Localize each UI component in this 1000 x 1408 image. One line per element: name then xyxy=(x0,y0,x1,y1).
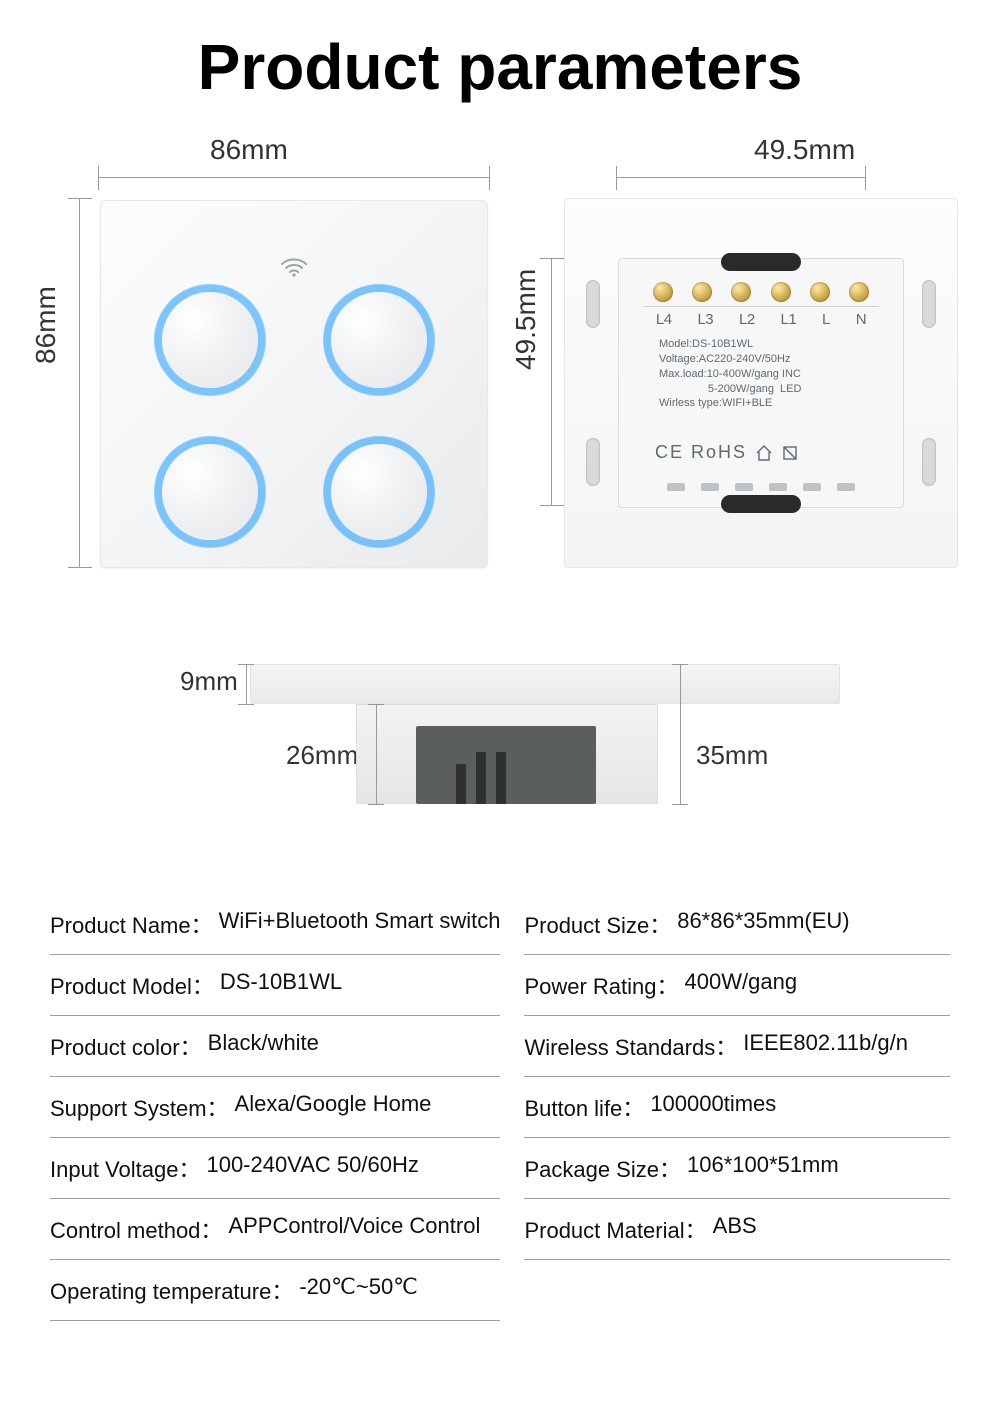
spec-key: Button life xyxy=(524,1091,644,1123)
spec-key: Product Size xyxy=(524,908,671,940)
spec-row: Wireless StandardsIEEE802.11b/g/n xyxy=(524,1016,950,1077)
spec-row: Product MaterialABS xyxy=(524,1199,950,1260)
side-top-plate xyxy=(250,664,840,704)
module-spec-text: Model:DS-10B1WL Voltage:AC220-240V/50Hz … xyxy=(659,337,801,411)
spec-key: Package Size xyxy=(524,1152,681,1184)
side-dim-26: 26mm xyxy=(286,740,358,771)
spec-key: Input Voltage xyxy=(50,1152,200,1184)
spec-key: Product Material xyxy=(524,1213,706,1245)
page-title: Product parameters xyxy=(0,0,1000,104)
spec-row: Button life100000times xyxy=(524,1077,950,1138)
back-view: 49.5mm 49.5mm L4L3 L2L1 xyxy=(510,134,970,574)
spec-value: Alexa/Google Home xyxy=(235,1091,432,1123)
terminal-labels: L4L3 L2L1 LN xyxy=(643,311,879,328)
spec-value: WiFi+Bluetooth Smart switch xyxy=(219,908,501,940)
spec-value: -20℃~50℃ xyxy=(299,1274,418,1306)
touch-button xyxy=(331,292,427,388)
spec-key: Product Name xyxy=(50,908,213,940)
spec-row: Input Voltage100-240VAC 50/60Hz xyxy=(50,1138,500,1199)
spec-row: Support SystemAlexa/Google Home xyxy=(50,1077,500,1138)
spec-key: Control method xyxy=(50,1213,222,1245)
spec-value: APPControl/Voice Control xyxy=(228,1213,480,1245)
spec-key: Wireless Standards xyxy=(524,1030,737,1062)
spec-row: Product Size86*86*35mm(EU) xyxy=(524,894,950,955)
back-height-label: 49.5mm xyxy=(510,269,542,370)
side-inner xyxy=(416,726,596,804)
mount-slot xyxy=(586,438,600,486)
spec-value: IEEE802.11b/g/n xyxy=(743,1030,908,1062)
back-width-dim xyxy=(616,172,866,184)
mount-slot xyxy=(922,280,936,328)
wifi-icon xyxy=(280,256,308,278)
spec-key: Product Model xyxy=(50,969,214,1001)
mount-slot xyxy=(922,438,936,486)
spec-value: 100000times xyxy=(650,1091,776,1123)
spec-row: Product NameWiFi+Bluetooth Smart switch xyxy=(50,894,500,955)
side-dim-35: 35mm xyxy=(696,740,768,771)
spec-row: Control methodAPPControl/Voice Control xyxy=(50,1199,500,1260)
bridge-row xyxy=(667,483,855,495)
mount-slot xyxy=(586,280,600,328)
side-dim-9: 9mm xyxy=(180,666,238,697)
spec-key: Product color xyxy=(50,1030,202,1062)
recycle-icon xyxy=(781,444,799,462)
side-view: 9mm 26mm 35mm xyxy=(120,654,880,834)
spec-key: Power Rating xyxy=(524,969,678,1001)
spec-key: Support System xyxy=(50,1091,229,1123)
spec-row: Operating temperature-20℃~50℃ xyxy=(50,1260,500,1321)
diagrams-row: 86mm 86mm 49.5mm xyxy=(0,134,1000,574)
switch-back-panel: L4L3 L2L1 LN Model:DS-10B1WL Voltage:AC2… xyxy=(564,198,958,568)
spec-value: Black/white xyxy=(208,1030,319,1062)
spec-value: DS-10B1WL xyxy=(220,969,342,1001)
spec-value: 100-240VAC 50/60Hz xyxy=(206,1152,418,1184)
front-height-dim xyxy=(74,198,86,568)
switch-front-panel xyxy=(100,200,488,568)
spec-value: 400W/gang xyxy=(685,969,798,1001)
spec-row: Product ModelDS-10B1WL xyxy=(50,955,500,1016)
touch-button xyxy=(331,444,427,540)
back-module: L4L3 L2L1 LN Model:DS-10B1WL Voltage:AC2… xyxy=(618,258,904,508)
clip xyxy=(721,253,801,271)
touch-button xyxy=(162,444,258,540)
touch-buttons xyxy=(155,292,433,532)
front-width-dim xyxy=(98,172,490,184)
spec-value: 86*86*35mm(EU) xyxy=(677,908,849,940)
front-view: 86mm 86mm xyxy=(30,134,500,574)
back-height-dim xyxy=(546,258,558,506)
spec-row: Package Size106*100*51mm xyxy=(524,1138,950,1199)
house-icon xyxy=(755,444,773,462)
touch-button xyxy=(162,292,258,388)
spec-key: Operating temperature xyxy=(50,1274,293,1306)
compliance-row: CE RoHS xyxy=(655,442,799,463)
spec-value: 106*100*51mm xyxy=(687,1152,839,1184)
spec-table: Product NameWiFi+Bluetooth Smart switchP… xyxy=(50,894,950,1321)
front-height-label: 86mm xyxy=(30,286,62,364)
front-width-label: 86mm xyxy=(210,134,288,166)
clip xyxy=(721,495,801,513)
spec-row: Product colorBlack/white xyxy=(50,1016,500,1077)
spec-value: ABS xyxy=(713,1213,757,1245)
terminal-row xyxy=(643,281,879,307)
spec-row: Power Rating400W/gang xyxy=(524,955,950,1016)
back-width-label: 49.5mm xyxy=(754,134,855,166)
